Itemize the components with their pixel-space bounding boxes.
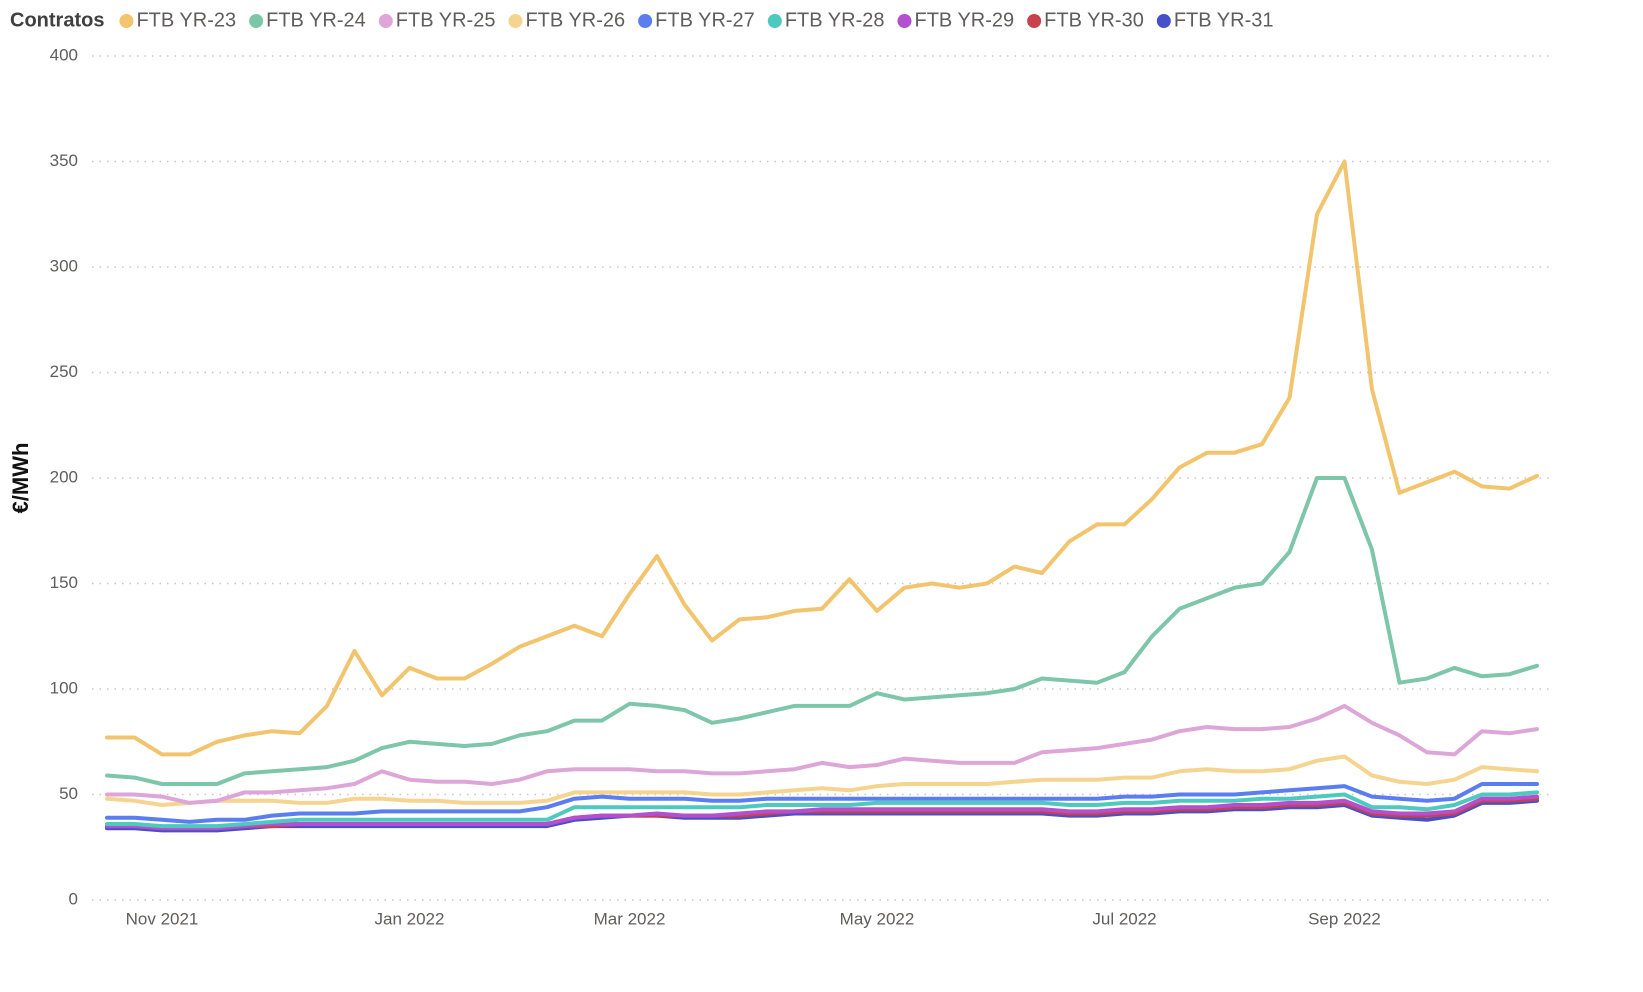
y-tick-label: 250 [50,362,78,381]
series-line [105,703,1539,805]
series-line [105,476,1539,786]
legend-label: FTB YR-28 [785,9,885,31]
series-line [105,782,1539,824]
x-tick-label: May 2022 [840,909,915,928]
y-tick-label: 50 [59,784,78,803]
legend-marker [1027,14,1042,28]
y-tick-label: 100 [50,678,78,697]
legend-label: FTB YR-31 [1174,9,1274,31]
legend-marker [378,14,393,28]
legend-marker [508,14,523,28]
legend-marker [249,14,264,28]
y-tick-label: 150 [50,573,78,592]
x-tick-label: Jul 2022 [1092,909,1156,928]
y-tick-label: 400 [50,45,78,64]
legend-label: FTB YR-24 [266,9,366,31]
x-tick-label: Nov 2021 [126,909,199,928]
series-line [105,790,1539,829]
legend-marker [638,14,653,28]
series-line [105,794,1539,831]
legend-label: FTB YR-27 [655,9,755,31]
y-axis-label: €/MWh [8,443,33,514]
series-line [105,754,1539,807]
legend-marker [1156,14,1171,28]
legend-label: FTB YR-25 [396,9,496,31]
x-tick-label: Jan 2022 [375,909,445,928]
legend-marker [119,14,134,28]
legend-label: FTB YR-29 [914,9,1014,31]
x-tick-label: Mar 2022 [594,909,666,928]
y-tick-label: 300 [50,256,78,275]
legend-label: FTB YR-26 [525,9,625,31]
legend-marker [767,14,782,28]
legend-label: FTB YR-23 [136,9,236,31]
legend-title: Contratos [10,9,104,31]
y-tick-label: 200 [50,467,78,486]
y-tick-label: 0 [69,889,78,908]
legend-marker [897,14,912,28]
series-line [105,798,1539,833]
y-tick-label: 350 [50,151,78,170]
series-line [105,159,1539,757]
x-tick-label: Sep 2022 [1308,909,1381,928]
legend-label: FTB YR-30 [1044,9,1144,31]
